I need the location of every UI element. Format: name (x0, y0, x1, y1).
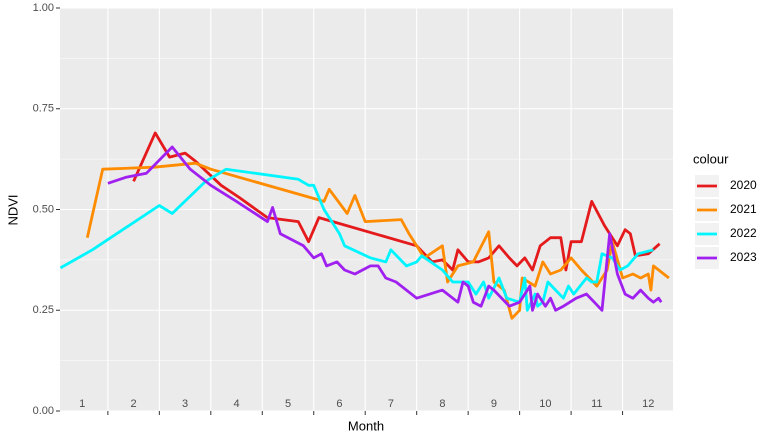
y-tick-label: 1.00 (33, 2, 54, 14)
legend-title: colour (693, 151, 729, 166)
x-tick-label: 9 (491, 398, 497, 410)
legend-label: 2020 (730, 178, 757, 192)
line (132, 131, 661, 272)
legend-label: 2023 (730, 250, 757, 264)
x-tick-label: 5 (285, 398, 291, 410)
y-tick-label: 0.75 (33, 103, 54, 115)
x-tick-label: 12 (642, 398, 654, 410)
x-tick-label: 11 (591, 398, 602, 410)
x-tick-label: 7 (388, 398, 394, 410)
x-tick-label: 1 (79, 398, 85, 410)
x-axis-title: Month (348, 418, 384, 433)
x-tick-label: 3 (182, 398, 188, 410)
x-tick-label: 6 (336, 398, 342, 410)
x-tick-label: 4 (233, 398, 239, 410)
line (107, 145, 663, 312)
y-axis-title: NDVI (5, 194, 20, 225)
x-tick-label: 10 (539, 398, 551, 410)
x-tick-label: 2 (131, 398, 137, 410)
y-tick-label: 0.25 (33, 304, 54, 316)
legend-label: 2022 (730, 226, 757, 240)
legend-label: 2021 (730, 202, 757, 216)
y-tick-label: 0.50 (33, 203, 54, 215)
x-tick-label: 8 (439, 398, 445, 410)
y-tick-label: 0.00 (33, 405, 54, 417)
